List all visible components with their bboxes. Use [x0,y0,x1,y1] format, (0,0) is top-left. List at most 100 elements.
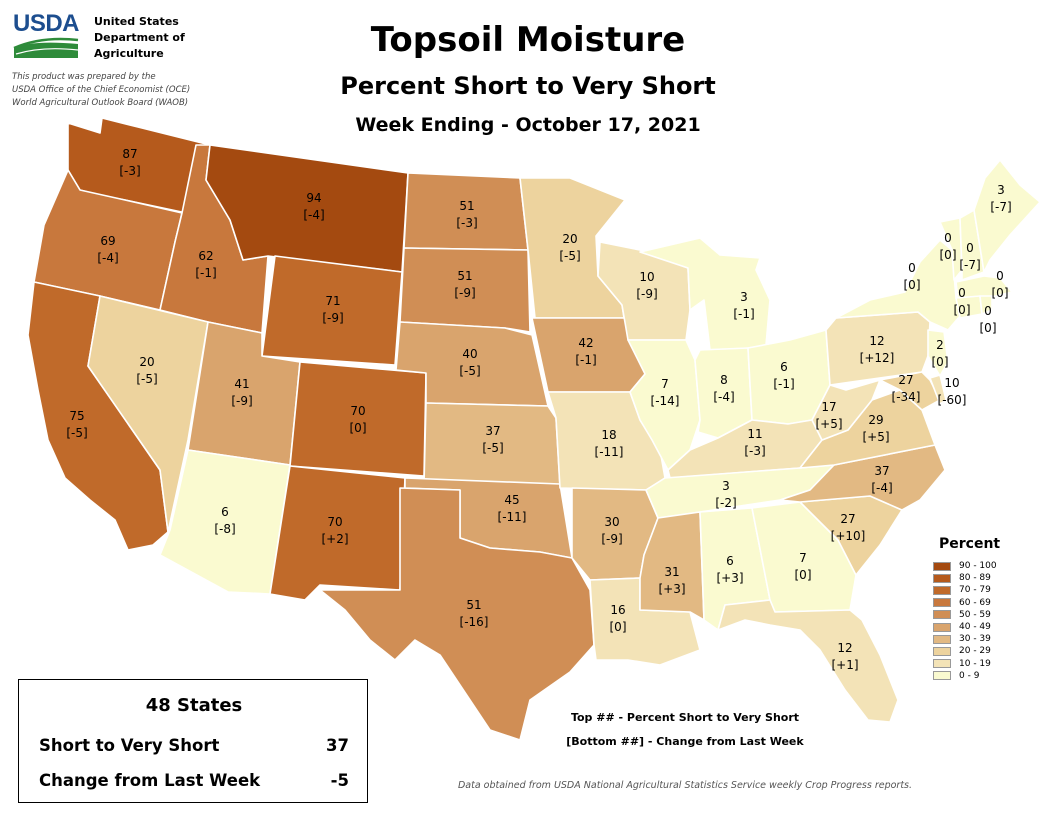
state-label-WY: 71 [-9] [322,294,343,325]
state-label-IN: 8 [-4] [713,373,734,404]
state-value-MA: 0 [996,269,1004,283]
usda-logo-text: USDA [12,10,80,37]
state-change-NM: [+2] [321,532,348,546]
state-label-AR: 30 [-9] [601,515,622,546]
state-change-MD: [-34] [892,390,921,404]
state-value-NM: 70 [327,515,342,529]
state-label-WV: 17 [+5] [815,400,842,431]
state-label-MA: 0 [0] [992,269,1009,300]
legend-label: 10 - 19 [959,658,991,669]
state-value-WV: 17 [821,400,836,414]
state-label-TN: 3 [-2] [715,479,736,510]
agency-line-2: Department of [94,31,185,44]
credit-line-3: World Agricultural Outlook Board (WAOB) [12,98,189,108]
state-value-IL: 7 [661,377,669,391]
state-value-LA: 16 [610,603,625,617]
note-bottom-value: [Bottom ##] - Change from Last Week [566,735,804,748]
legend-rows: 90 - 100 80 - 89 70 - 79 60 - 69 50 - 59 40 -… [933,560,1043,682]
state-change-PA: [+12] [860,351,895,365]
state-change-IL: [-14] [651,394,680,408]
legend-label: 50 - 59 [959,609,991,620]
state-label-MN: 20 [-5] [559,232,580,263]
legend-item: 30 - 39 [933,633,1043,645]
state-label-SC: 27 [+10] [831,512,866,543]
legend-item: 80 - 89 [933,572,1043,584]
state-change-OH: [-1] [773,377,794,391]
state-change-TN: [-2] [715,496,736,510]
legend-item: 60 - 69 [933,597,1043,609]
agency-line-1: United States [94,15,179,28]
state-value-NH: 0 [966,241,974,255]
legend-item: 70 - 79 [933,584,1043,596]
legend-swatch [933,610,951,620]
state-value-AL: 6 [726,554,734,568]
state-value-IA: 42 [578,336,593,350]
data-source-note: Data obtained from USDA National Agricul… [457,780,913,791]
state-label-LA: 16 [0] [610,603,627,634]
summary-box: 48 States Short to Very Short 37 Change … [18,679,368,803]
state-change-MS: [+3] [658,582,685,596]
legend-item: 90 - 100 [933,560,1043,572]
state-label-OH: 6 [-1] [773,360,794,391]
state-change-OK: [-11] [498,510,527,524]
state-change-VT: [0] [940,248,957,262]
state-change-OR: [-4] [97,251,118,265]
state-change-LA: [0] [610,620,627,634]
state-value-SC: 27 [840,512,855,526]
state-change-UT: [-9] [231,394,252,408]
usda-logo-mark [13,37,79,58]
state-change-CO: [0] [350,421,367,435]
state-value-ID: 62 [198,249,213,263]
state-change-ND: [-3] [456,216,477,230]
summary-short-value: 37 [326,736,349,755]
state-change-MI: [-1] [733,307,754,321]
legend-label: 30 - 39 [959,634,991,645]
state-RI [979,295,993,315]
state-label-MS: 31 [+3] [658,565,685,596]
state-change-WY: [-9] [322,311,343,325]
state-label-CT: 0 [0] [954,286,971,317]
legend-swatch [933,634,951,644]
state-value-OR: 69 [100,234,115,248]
state-label-MT: 94 [-4] [303,191,324,222]
state-value-KY: 11 [747,427,762,441]
state-change-CT: [0] [954,303,971,317]
legend-swatch [933,622,951,632]
note-top-value: Top ## - Percent Short to Very Short [570,711,800,724]
state-change-ID: [-1] [195,266,216,280]
summary-row-change: Change from Last Week -5 [39,771,349,790]
state-change-NH: [-7] [959,258,980,272]
state-label-IA: 42 [-1] [575,336,596,367]
summary-short-label: Short to Very Short [39,736,220,755]
state-change-NE: [-5] [459,364,480,378]
state-label-ID: 62 [-1] [195,249,216,280]
state-value-NV: 20 [139,355,154,369]
legend-swatch [933,573,951,583]
state-label-DE: 10 [-60] [938,376,967,407]
state-label-NY: 0 [0] [904,261,921,292]
state-label-VA: 29 [+5] [862,413,889,444]
state-DE [929,374,947,405]
legend-swatch [933,598,951,608]
state-label-CA: 75 [-5] [66,409,87,440]
legend-item: 40 - 49 [933,621,1043,633]
state-value-MS: 31 [664,565,679,579]
state-change-MA: [0] [992,286,1009,300]
state-change-TX: [-16] [460,615,489,629]
state-NH [959,209,985,281]
state-change-NC: [-4] [871,481,892,495]
state-label-OR: 69 [-4] [97,234,118,265]
map-title: Topsoil Moisture [370,20,686,60]
state-change-IA: [-1] [575,353,596,367]
state-label-RI: 0 [0] [980,304,997,335]
usda-logo: USDA [12,10,80,62]
state-value-MN: 20 [562,232,577,246]
summary-change-value: -5 [330,771,349,790]
state-value-MD: 27 [898,373,913,387]
state-change-MT: [-4] [303,208,324,222]
state-value-TN: 3 [722,479,730,493]
state-label-NE: 40 [-5] [459,347,480,378]
state-change-SC: [+10] [831,529,866,543]
state-ME [973,159,1041,273]
legend-item: 20 - 29 [933,645,1043,657]
